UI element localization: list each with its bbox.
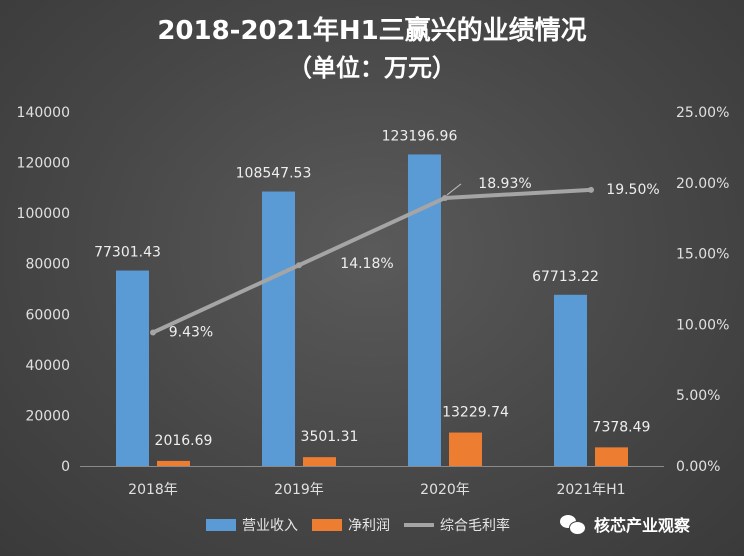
bar-net-profit [449, 432, 482, 466]
data-label-gross-margin: 18.93% [478, 176, 531, 192]
line-gross-margin [152, 187, 592, 335]
y-left-tick-label: 100000 [17, 206, 70, 222]
point-gross-margin [588, 186, 594, 193]
point-gross-margin [296, 262, 302, 269]
bar-revenue [116, 270, 149, 466]
data-label-gross-margin: 19.50% [606, 182, 659, 198]
y-right-tick-label: 15.00% [676, 247, 729, 263]
data-label-revenue: 67713.22 [532, 269, 599, 285]
legend-item-gross-margin: 综合毛利率 [404, 515, 510, 535]
data-label-revenue: 77301.43 [94, 245, 161, 261]
y-right-tick-label: 20.00% [676, 176, 729, 192]
watermark-text: 核芯产业观察 [594, 516, 691, 535]
legend-item-revenue: 营业收入 [206, 515, 298, 535]
bar-revenue [262, 191, 295, 466]
data-label-net-profit: 3501.31 [301, 429, 359, 445]
legend-item-net-profit: 净利润 [312, 515, 390, 535]
legend-label-gross-margin: 综合毛利率 [440, 518, 510, 534]
x-tick-label: 2019年 [274, 482, 324, 498]
y-left-tick-label: 40000 [25, 358, 70, 374]
legend-swatch-gross-margin [404, 523, 434, 527]
point-gross-margin [150, 329, 156, 336]
wechat-icon [560, 513, 586, 535]
x-tick-label: 2018年 [128, 482, 178, 498]
y-left-tick-label: 0 [61, 459, 70, 475]
bar-revenue [554, 294, 587, 466]
y-left-tick-label: 20000 [25, 408, 70, 424]
chart-title: 2018-2021年H1三赢兴的业绩情况 [157, 16, 587, 46]
watermark: 核芯产业观察 [560, 510, 690, 538]
bar-net-profit [595, 447, 628, 466]
x-tick-label: 2021年H1 [556, 482, 625, 498]
data-label-revenue: 108547.53 [236, 166, 312, 182]
y-right-tick-label: 25.00% [676, 105, 729, 121]
legend-swatch-revenue [206, 519, 236, 531]
point-gross-margin [442, 194, 448, 201]
y-left-tick-label: 60000 [25, 307, 70, 323]
legend-swatch-net-profit [312, 519, 342, 531]
y-left-tick-label: 80000 [25, 257, 70, 273]
data-label-gross-margin: 14.18% [340, 256, 393, 272]
bar-net-profit [303, 457, 336, 466]
legend-label-revenue: 营业收入 [242, 518, 298, 534]
y-right-tick-label: 5.00% [676, 388, 720, 404]
y-right-tick-label: 10.00% [676, 317, 729, 333]
data-label-net-profit: 7378.49 [593, 419, 651, 435]
y-left-tick-label: 120000 [17, 156, 70, 172]
y-left-tick-label: 140000 [17, 105, 70, 121]
y-right-tick-label: 0.00% [676, 459, 720, 475]
data-label-net-profit: 2016.69 [155, 433, 213, 449]
legend-label-net-profit: 净利润 [348, 518, 390, 534]
chart-subtitle: （单位：万元） [288, 54, 456, 82]
x-tick-label: 2020年 [420, 482, 470, 498]
data-label-net-profit: 13229.74 [442, 405, 509, 421]
data-label-leader [446, 183, 462, 196]
bar-net-profit [157, 460, 190, 466]
legend: 营业收入 净利润 综合毛利率 [206, 514, 510, 536]
data-label-revenue: 123196.96 [382, 128, 458, 144]
data-label-gross-margin: 9.43% [169, 324, 213, 340]
